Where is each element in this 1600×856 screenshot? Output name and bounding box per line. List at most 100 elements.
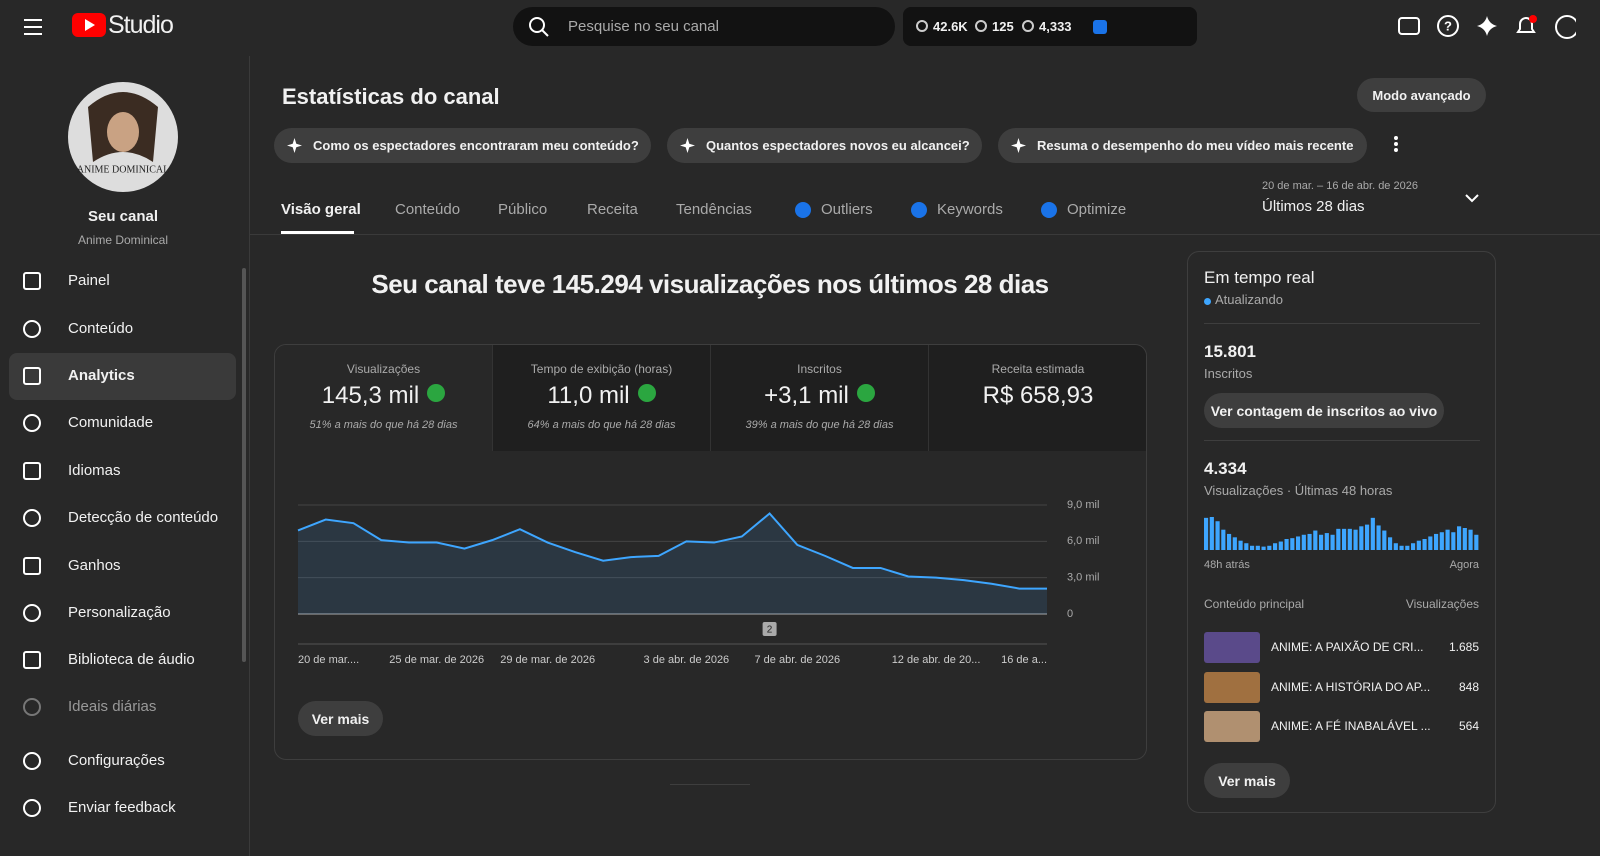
nav-icon[interactable]	[23, 367, 41, 385]
stat-value: 4,333	[1039, 19, 1072, 34]
bar	[1290, 538, 1295, 550]
metric-tile[interactable]: Visualizações 145,3 mil 51% a mais do que …	[275, 345, 493, 451]
bar	[1278, 541, 1283, 550]
logo-text[interactable]: Studio	[108, 11, 174, 39]
tab-icon	[911, 202, 927, 218]
up-arrow-icon	[427, 384, 446, 402]
chip-text: Como os espectadores encontraram meu con…	[313, 138, 639, 153]
menu-icon[interactable]	[22, 16, 46, 38]
top-metric: Visualizações	[1405, 597, 1479, 611]
stat-value: 125	[992, 19, 1014, 34]
thumbnail[interactable]	[1204, 711, 1260, 742]
nav-icon[interactable]	[23, 799, 41, 817]
advanced-button[interactable]: Modo avançado	[1357, 78, 1486, 112]
tab[interactable]: Keywords	[937, 201, 1003, 218]
start-label: 48h atrás	[1204, 559, 1250, 571]
nav-icon[interactable]	[23, 604, 41, 622]
tab[interactable]: Conteúdo	[395, 201, 461, 218]
period[interactable]: Últimos 28 dias	[1262, 198, 1365, 215]
nav-item[interactable]: Ganhos	[68, 557, 121, 574]
header-icons[interactable]: ?	[1396, 14, 1576, 42]
nav-item[interactable]: Idiomas	[68, 462, 121, 479]
channel-name: Anime Dominical	[77, 233, 169, 247]
x-tick-label: 29 de mar. de 2026	[500, 654, 595, 666]
channel-title: Seu canal	[87, 208, 159, 225]
content-title[interactable]: ANIME: A FÉ INABALÁVEL ...	[1271, 719, 1431, 733]
bar	[1353, 529, 1358, 550]
nav-icon[interactable]	[23, 272, 41, 290]
metric-tile[interactable]: Tempo de exibição (horas) 11,0 mil 64% a m…	[493, 345, 711, 451]
nav-item[interactable]: Enviar feedback	[68, 799, 176, 816]
metric-label: Visualizações	[346, 362, 421, 376]
tab[interactable]: Receita	[587, 201, 638, 218]
suggestion-chip[interactable]: Quantos espectadores novos eu alcancei?	[667, 128, 982, 163]
nav-icon[interactable]	[23, 414, 41, 432]
tab[interactable]: Público	[498, 201, 548, 218]
metric-change: 39% a mais do que há 28 dias	[745, 419, 894, 431]
nav-icon[interactable]	[23, 651, 41, 669]
status-dot	[1204, 298, 1211, 305]
top-header: Conteúdo principal	[1204, 597, 1305, 611]
bar	[1204, 517, 1209, 550]
content-title[interactable]: ANIME: A HISTÓRIA DO AP...	[1271, 679, 1431, 694]
nav-icon[interactable]	[23, 752, 41, 770]
metric-tile[interactable]: Receita estimada R$ 658,93	[929, 345, 1146, 451]
annotation-box[interactable]	[762, 622, 777, 636]
bar	[1462, 528, 1467, 550]
chevron[interactable]	[1464, 193, 1480, 205]
avatar[interactable]: ANIME DOMINICAL	[68, 82, 178, 192]
bar	[1284, 539, 1289, 550]
chip-text: Quantos espectadores novos eu alcancei?	[706, 138, 970, 153]
tab[interactable]: Tendências	[676, 201, 752, 218]
live-button[interactable]: Ver contagem de inscritos ao vivo	[1204, 393, 1444, 428]
search-icon	[529, 17, 549, 37]
metric-value: +3,1 mil	[764, 382, 849, 409]
nav-item[interactable]: Analytics	[68, 367, 135, 384]
content-views: 848	[1458, 679, 1479, 694]
nav-icon[interactable]	[23, 557, 41, 575]
bar	[1457, 526, 1462, 550]
bar	[1428, 536, 1433, 550]
suggestion-chip[interactable]: Resuma o desempenho do meu vídeo mais re…	[998, 128, 1367, 163]
nav-item[interactable]: Configurações	[68, 752, 165, 769]
thumbnail[interactable]	[1204, 632, 1260, 663]
x-tick-label: 16 de a...	[1001, 654, 1047, 666]
page-title: Estatísticas do canal	[282, 84, 500, 109]
sparkle-icon	[287, 138, 302, 153]
ext-icon[interactable]	[1093, 20, 1107, 34]
scrollbar[interactable]	[242, 268, 246, 662]
area	[298, 513, 1047, 614]
bar	[1365, 524, 1370, 550]
bar	[1382, 530, 1387, 550]
content-title[interactable]: ANIME: A PAIXÃO DE CRI...	[1271, 640, 1424, 654]
nav-item[interactable]: Personalização	[68, 604, 171, 621]
see-more-button[interactable]: Ver mais	[298, 701, 383, 736]
y-tick-label: 0	[1067, 608, 1073, 620]
nav-icon[interactable]	[23, 320, 41, 338]
metric-value-row: R$ 658,93	[929, 382, 1146, 410]
tab[interactable]: Outliers	[821, 201, 873, 218]
suggestion-chip[interactable]: Como os espectadores encontraram meu con…	[274, 128, 651, 163]
nav-item[interactable]: Ideais diárias	[68, 698, 157, 715]
nav-icon[interactable]	[23, 509, 41, 527]
thumbnail[interactable]	[1204, 671, 1260, 703]
nav-item[interactable]: Painel	[68, 272, 110, 289]
nav-item[interactable]: Comunidade	[68, 414, 154, 431]
nav-icon[interactable]	[23, 462, 41, 480]
more-icon[interactable]	[1390, 135, 1402, 155]
realtime-see-more[interactable]: Ver mais	[1204, 763, 1290, 798]
metric-value: 11,0 mil	[547, 382, 630, 409]
metric-tile[interactable]: Inscritos +3,1 mil 39% a mais do que há 28…	[711, 345, 929, 451]
nav-item[interactable]: Biblioteca de áudio	[68, 651, 195, 668]
nav-item[interactable]: Detecção de conteúdo	[68, 509, 219, 526]
logo-icon[interactable]	[72, 13, 106, 37]
nav-item[interactable]: Conteúdo	[68, 320, 134, 337]
tab[interactable]: Optimize	[1067, 201, 1127, 218]
bar	[1244, 543, 1249, 550]
search-box[interactable]: Pesquise no seu canal	[513, 7, 895, 46]
nav-icon[interactable]	[23, 698, 41, 716]
y-tick-label: 6,0 mil	[1067, 535, 1099, 547]
tab[interactable]: Visão geral	[281, 201, 361, 218]
line-chart: 0 3,0 mil 6,0 mil 9,0 mil 20 de mar.... 25 de…	[297, 499, 1099, 666]
